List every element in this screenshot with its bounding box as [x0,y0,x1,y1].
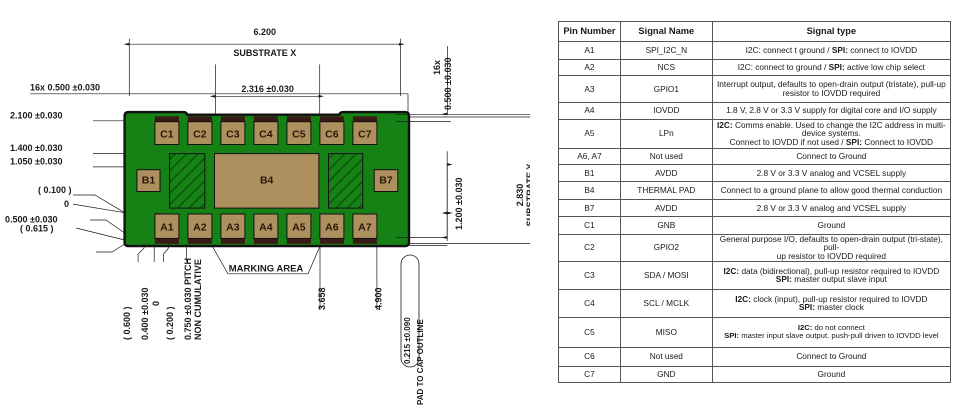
svg-text:C4: C4 [259,129,273,141]
svg-text:0: 0 [64,199,69,209]
svg-text:A3: A3 [226,222,240,234]
svg-text:( 0.200 ): ( 0.200 ) [165,306,175,340]
svg-text:A7: A7 [358,222,372,234]
svg-text:B1: B1 [142,175,156,187]
svg-text:4.900: 4.900 [374,287,384,310]
svg-text:C2: C2 [193,129,207,141]
svg-text:C1: C1 [160,129,174,141]
svg-text:( 0.615 ): ( 0.615 ) [20,224,54,234]
svg-text:C5: C5 [292,129,306,141]
svg-text:2.316 ±0.030: 2.316 ±0.030 [241,84,293,94]
svg-text:SUBSTRATE Y: SUBSTRATE Y [525,164,530,227]
svg-text:A4: A4 [259,222,273,234]
svg-text:A6: A6 [325,222,339,234]
svg-text:A2: A2 [193,222,207,234]
svg-text:B7: B7 [379,175,393,187]
svg-text:0: 0 [151,301,161,306]
svg-text:6.200: 6.200 [254,27,277,37]
svg-text:3.658: 3.658 [317,287,327,310]
svg-text:NON CUMULATIVE: NON CUMULATIVE [193,259,203,340]
svg-text:( 0.100 ): ( 0.100 ) [38,185,72,195]
svg-text:C3: C3 [226,129,240,141]
svg-text:16x 0.500 ±0.030: 16x 0.500 ±0.030 [30,83,100,93]
svg-text:A1: A1 [160,222,174,234]
svg-text:0.750 ±0.030 PITCH: 0.750 ±0.030 PITCH [183,258,193,340]
svg-text:0.500 ±0.030: 0.500 ±0.030 [443,58,453,110]
svg-text:( 0.600 ): ( 0.600 ) [122,306,132,340]
svg-text:C6: C6 [325,129,339,141]
svg-text:A5: A5 [292,222,306,234]
svg-text:0.400 ±0.030: 0.400 ±0.030 [140,288,150,340]
svg-text:MARKING AREA: MARKING AREA [229,264,304,275]
svg-text:C7: C7 [358,129,372,141]
svg-text:B4: B4 [260,175,274,187]
svg-text:SUBSTRATE X: SUBSTRATE X [233,48,296,58]
svg-text:16x: 16x [432,60,442,75]
svg-text:1.050 ±0.030: 1.050 ±0.030 [10,157,62,167]
svg-text:1.200 ±0.030: 1.200 ±0.030 [454,178,464,230]
svg-text:1.400 ±0.030: 1.400 ±0.030 [10,143,62,153]
svg-text:0.215 ±0.090: 0.215 ±0.090 [403,317,412,364]
svg-text:2.100 ±0.030: 2.100 ±0.030 [10,111,62,121]
svg-text:2.830: 2.830 [515,184,525,207]
svg-text:PAD TO CAP OUTLINE: PAD TO CAP OUTLINE [416,319,425,405]
